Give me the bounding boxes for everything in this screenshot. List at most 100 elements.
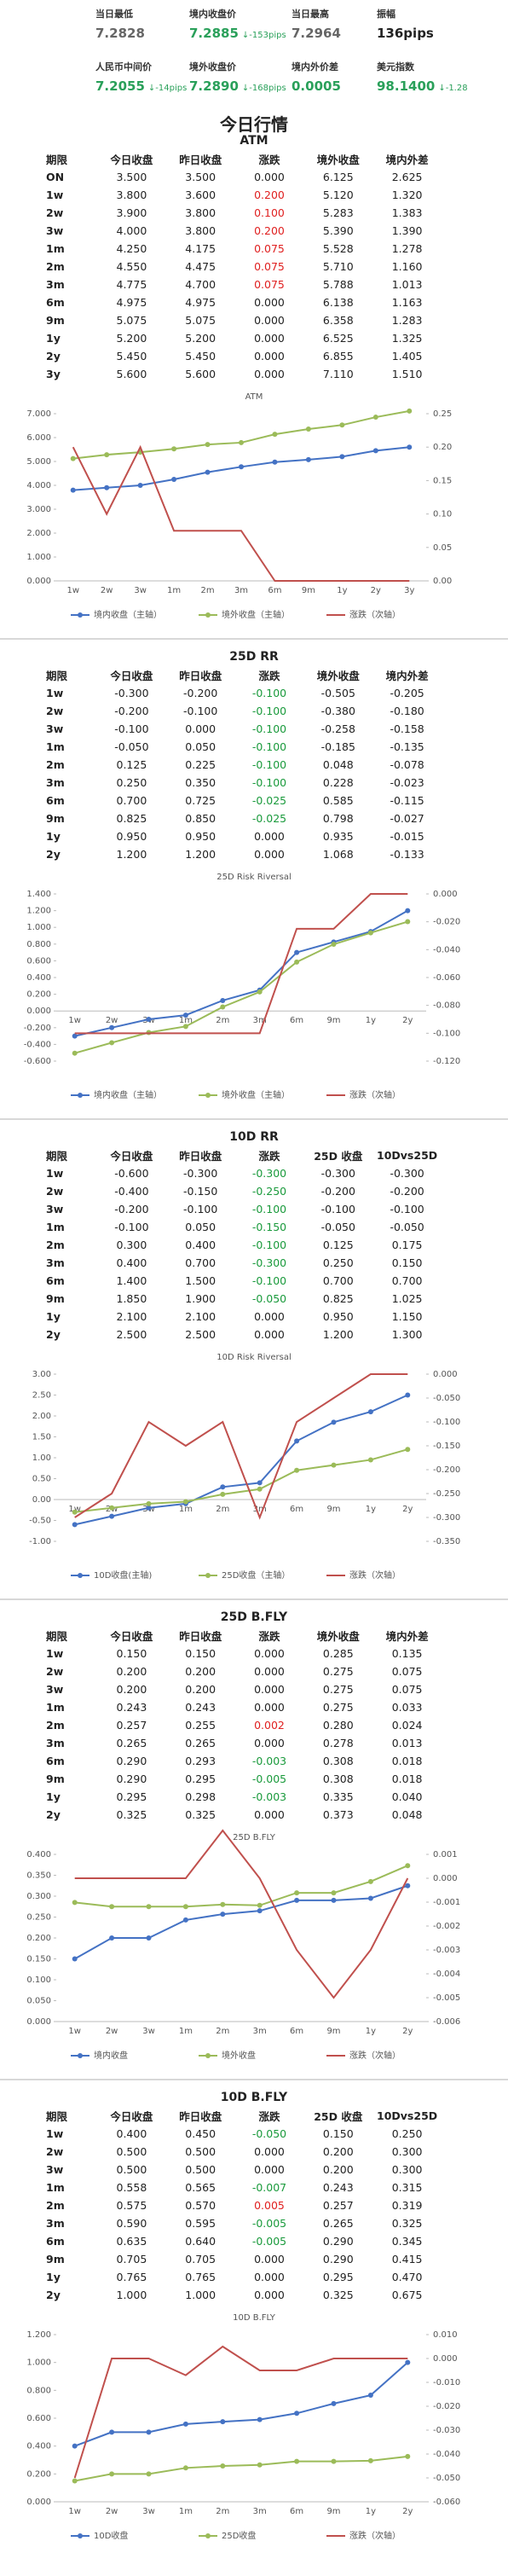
table-cell: 9m (46, 1292, 65, 1305)
legend-marker (205, 2053, 211, 2058)
stat-number: 7.2828 (95, 26, 145, 41)
table-cell: 0.265 (322, 2217, 354, 2230)
legend-marker (78, 1093, 83, 1098)
column-header: 期限 (46, 670, 68, 682)
table-cell: 0.335 (322, 1790, 354, 1803)
y-tick-label: 1.000 (26, 553, 51, 562)
point (367, 1409, 373, 1415)
point (109, 2429, 115, 2435)
table-cell: 4.700 (185, 278, 216, 291)
table-cell: 0.150 (322, 2127, 354, 2140)
table-cell: 1.013 (391, 278, 423, 291)
y-tick-label: 3.00 (32, 1370, 51, 1379)
table-cell: 1w (46, 189, 64, 201)
x-tick-label: 3w (142, 2507, 155, 2516)
column-header: 昨日收盘 (179, 1150, 222, 1163)
table-cell: 5.120 (322, 189, 354, 201)
point (205, 469, 211, 475)
chart-title: 25D Risk Riversal (216, 873, 292, 882)
table-cell: 0.850 (185, 812, 216, 825)
point (146, 1935, 152, 1941)
x-tick-label: 9m (326, 1505, 340, 1514)
chart-title: ATM (245, 392, 263, 402)
y-tick-label: 6.000 (26, 433, 51, 443)
x-tick-label: 6m (290, 2507, 303, 2516)
table-row: 1w 3.800 3.600 0.200 5.120 1.320 (41, 186, 442, 204)
legend-label: 25D收盘（主轴） (222, 1569, 290, 1581)
table-cell: -0.100 (183, 705, 218, 717)
point (405, 1883, 411, 1888)
table-cell: 0.295 (322, 2271, 354, 2283)
table-cell: 0.150 (116, 1647, 147, 1660)
table-cell: 0.325 (322, 2289, 354, 2301)
y-tick-label: 3.000 (26, 505, 51, 514)
table-cell: 1.150 (391, 1310, 423, 1323)
x-tick-label: 1y (337, 586, 347, 595)
table-cell: 5.075 (185, 314, 216, 327)
table-cell: 1y (46, 1790, 61, 1803)
column-header: 期限 (46, 1150, 68, 1163)
table-cell: -0.150 (251, 1221, 287, 1233)
table-cell: 0.050 (185, 1221, 216, 1233)
x-tick-label: 9m (326, 1016, 340, 1025)
legend-label: 境内收盘 (94, 2050, 128, 2061)
table-cell: 3w (46, 2163, 64, 2176)
table-row: 9m 1.850 1.900 -0.050 0.825 1.025 (41, 1290, 442, 1308)
x-tick-label: 2y (402, 2507, 413, 2516)
table-cell: -0.158 (390, 722, 424, 735)
table-row: 1w 0.400 0.450 -0.050 0.150 0.250 (41, 2125, 442, 2143)
point (294, 2411, 300, 2416)
separator (0, 630, 508, 647)
table-header: 期限 今日收盘 昨日收盘 涨跌 25D 收盘 10Dvs25D (41, 2107, 442, 2125)
point (146, 2471, 152, 2477)
point (146, 2429, 152, 2435)
x-tick-label: 2m (200, 586, 214, 595)
table-cell: 0.000 (254, 1683, 285, 1696)
table-cell: 0.308 (322, 1772, 354, 1785)
table-cell: 0.595 (185, 2217, 216, 2230)
y2-tick-label: -0.060 (433, 2498, 460, 2507)
table-cell: 0.000 (254, 350, 285, 363)
stat-number: 7.2885 (189, 26, 239, 41)
table-cell: 1w (46, 1647, 64, 1660)
legend-label: 涨跌（次轴） (349, 2530, 401, 2541)
table-cell: 2m (46, 1239, 65, 1251)
stat-number: 0.0005 (292, 78, 341, 94)
point (220, 1912, 226, 1917)
table-cell: 0.400 (116, 2127, 147, 2140)
y2-tick-label: -0.010 (433, 2378, 460, 2387)
table-row: 1y 5.200 5.200 0.000 6.525 1.325 (41, 329, 442, 347)
table-cell: -0.300 (251, 1256, 287, 1269)
point (294, 1467, 300, 1473)
y-tick-label: 0.600 (26, 2414, 51, 2423)
table-cell: 9m (46, 314, 65, 327)
y-tick-label: -0.400 (24, 1040, 51, 1049)
table-cell: 3w (46, 722, 64, 735)
point (294, 2458, 300, 2464)
table-cell: 1.278 (391, 242, 423, 255)
series-line (74, 1394, 408, 1526)
stat-number: 7.2964 (292, 26, 341, 41)
point (405, 1392, 411, 1398)
column-header: 涨跌 (258, 1630, 280, 1643)
x-tick-label: 2w (106, 2507, 118, 2516)
point (70, 487, 76, 493)
series-line (74, 920, 408, 1054)
table-cell: 0.300 (116, 1239, 147, 1251)
stat-number: 98.1400 (377, 78, 436, 94)
x-tick-label: 2w (106, 1016, 118, 1025)
table-header: 期限 今日收盘 昨日收盘 涨跌 境外收盘 境内外差 (41, 150, 442, 168)
table-cell: 0.935 (322, 830, 354, 843)
table-cell: 1m (46, 1701, 65, 1714)
point (305, 456, 311, 462)
table-cell: -0.003 (251, 1755, 287, 1767)
chart: ATM 0.000 1.000 2.000 3.000 4.000 5.000 6.000 7.… (26, 392, 452, 620)
table-cell: 1.383 (391, 206, 423, 219)
point (257, 2416, 263, 2422)
x-tick-label: 6m (290, 2027, 303, 2036)
point (146, 1904, 152, 1910)
x-tick-label: 2w (101, 586, 113, 595)
table-cell: 0.150 (185, 1647, 216, 1660)
table-cell: -0.025 (251, 794, 287, 807)
table-cell: 0.500 (185, 2145, 216, 2158)
